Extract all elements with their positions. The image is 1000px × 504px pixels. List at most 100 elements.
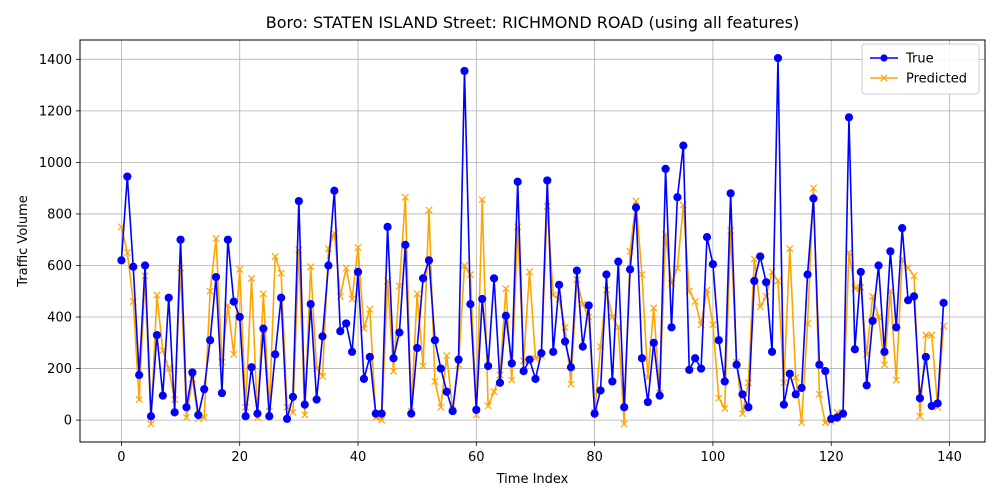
data-point-true — [217, 388, 227, 398]
data-point-true — [685, 365, 694, 374]
data-point-true — [560, 337, 570, 346]
data-point-true — [442, 387, 451, 396]
data-point-true — [833, 413, 842, 422]
data-point-true — [152, 330, 161, 340]
data-point-true — [815, 360, 824, 369]
data-point-predicted — [809, 184, 818, 192]
data-point-predicted — [632, 197, 640, 205]
data-point-true — [915, 394, 925, 403]
data-point-true — [347, 347, 357, 356]
data-point-true — [892, 323, 901, 332]
data-point-true — [880, 347, 889, 356]
legend-marker-true — [880, 54, 888, 62]
x-tick-label: 140 — [937, 450, 962, 465]
data-point-true — [158, 391, 167, 400]
data-point-predicted — [354, 243, 362, 252]
data-point-true — [720, 377, 729, 386]
data-point-true — [365, 352, 374, 362]
data-point-true — [620, 403, 629, 412]
data-point-true — [135, 370, 144, 380]
x-tick-label: 80 — [586, 450, 603, 465]
data-point-true — [211, 272, 221, 282]
data-point-true — [294, 196, 303, 206]
data-point-predicted — [478, 196, 486, 204]
data-point-predicted — [289, 408, 297, 416]
data-point-true — [714, 336, 723, 345]
data-point-predicted — [165, 364, 173, 373]
data-point-true — [200, 385, 209, 394]
data-point-predicted — [928, 331, 936, 339]
data-point-true — [129, 262, 138, 271]
x-tick-label: 60 — [468, 450, 485, 465]
data-point-true — [519, 367, 528, 376]
data-point-predicted — [673, 264, 682, 272]
x-tick-label: 0 — [117, 450, 125, 465]
data-point-true — [194, 410, 203, 420]
data-point-predicted — [922, 331, 930, 339]
data-point-true — [909, 292, 919, 301]
data-point-true — [708, 260, 718, 269]
legend-marker-predicted — [880, 74, 888, 82]
data-point-predicted — [490, 388, 498, 396]
data-point-true — [584, 301, 593, 310]
data-point-predicted — [650, 304, 658, 312]
data-point-true — [637, 354, 647, 363]
data-point-true — [773, 53, 783, 63]
data-point-true — [744, 403, 753, 412]
data-point-true — [762, 278, 771, 287]
data-point-predicted — [123, 248, 131, 257]
data-point-predicted — [910, 272, 918, 280]
data-point-predicted — [744, 379, 753, 387]
y-tick-label: 1000 — [39, 156, 72, 171]
data-point-true — [821, 367, 830, 376]
data-point-predicted — [715, 394, 723, 402]
series-line-true — [120, 57, 945, 420]
data-point-predicted — [892, 376, 900, 384]
data-point-predicted — [502, 285, 510, 293]
data-point-true — [430, 336, 440, 345]
data-point-true — [495, 378, 505, 387]
data-point-true — [472, 405, 481, 414]
data-point-true — [767, 347, 777, 356]
data-point-true — [424, 256, 434, 265]
data-point-true — [625, 265, 635, 274]
y-tick-label: 200 — [47, 362, 72, 377]
data-point-true — [750, 276, 759, 286]
series-layer — [117, 53, 948, 428]
data-point-true — [791, 390, 800, 399]
data-point-true — [886, 247, 895, 256]
data-point-true — [436, 364, 445, 373]
data-point-true — [614, 257, 623, 266]
series-predicted — [117, 184, 948, 428]
data-point-predicted — [460, 261, 469, 270]
data-point-true — [306, 300, 315, 309]
data-point-true — [756, 252, 765, 261]
data-point-true — [206, 336, 215, 345]
data-point-true — [696, 364, 706, 373]
data-point-true — [407, 409, 416, 418]
data-point-true — [259, 324, 268, 333]
y-axis-label: Traffic Volume — [16, 195, 31, 288]
y-tick-label: 1200 — [39, 104, 72, 119]
data-point-true — [288, 392, 298, 402]
data-point-true — [631, 203, 641, 212]
data-point-predicted — [318, 372, 327, 380]
data-point-true — [803, 270, 812, 279]
data-point-predicted — [738, 410, 747, 418]
data-point-true — [241, 412, 250, 421]
data-point-predicted — [709, 321, 717, 329]
data-point-true — [566, 363, 576, 372]
y-tick-label: 600 — [47, 259, 72, 274]
data-point-true — [146, 412, 156, 421]
legend-box — [861, 43, 980, 95]
data-point-true — [395, 328, 404, 337]
data-point-predicted — [431, 377, 439, 386]
data-point-true — [608, 377, 617, 386]
legend: True Predicted — [861, 43, 980, 95]
data-point-true — [602, 270, 611, 279]
data-point-true — [797, 383, 806, 392]
chart-title: Boro: STATEN ISLAND Street: RICHMOND ROA… — [266, 13, 799, 32]
data-point-true — [555, 280, 564, 289]
data-point-true — [247, 363, 256, 372]
